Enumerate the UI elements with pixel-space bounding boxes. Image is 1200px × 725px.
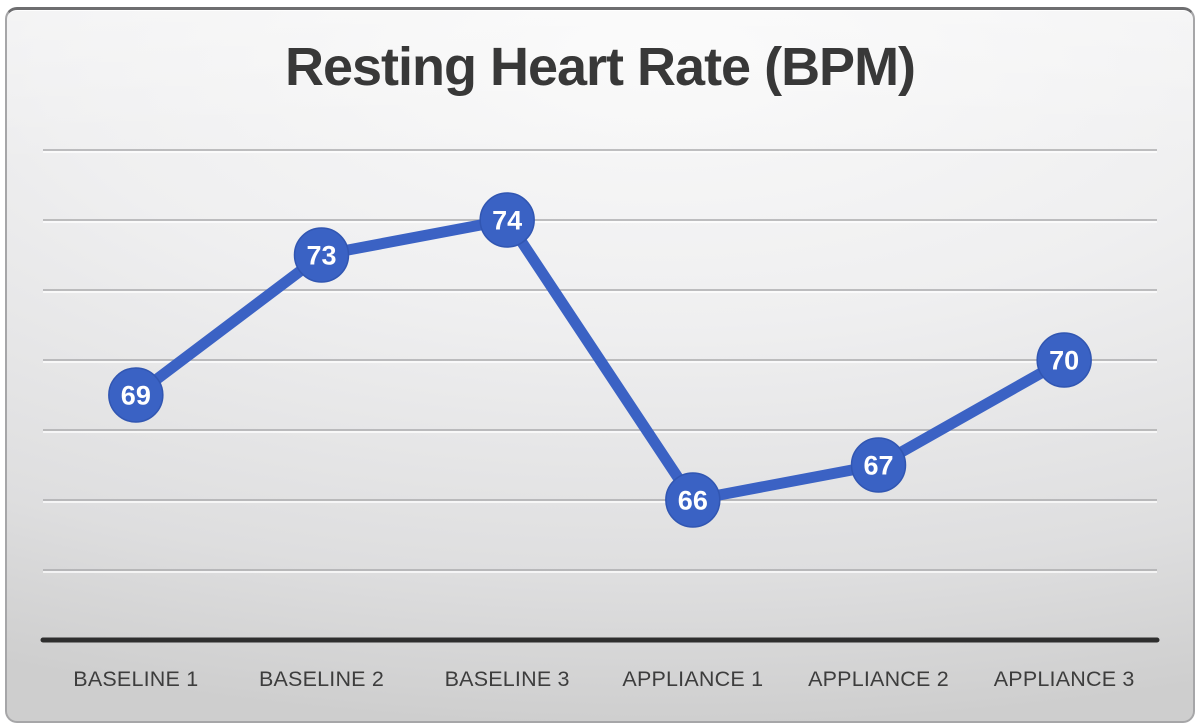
data-point-marker <box>1036 332 1092 388</box>
data-point-marker <box>293 227 350 283</box>
chart-title: Resting Heart Rate (BPM) <box>284 37 916 97</box>
data-point-label: 69 <box>121 381 151 411</box>
series-line <box>130 214 1070 506</box>
data-point-label: 67 <box>863 451 893 481</box>
data-point-label: 70 <box>1049 346 1079 376</box>
data-point-marker <box>108 367 164 423</box>
x-axis-label: APPLIANCE 3 <box>994 667 1135 691</box>
x-axis-label: BASELINE 1 <box>73 667 198 691</box>
data-point-marker <box>665 472 721 528</box>
x-axis-label: BASELINE 2 <box>259 667 384 691</box>
x-axis-label: APPLIANCE 1 <box>622 667 763 691</box>
data-point-label: 73 <box>306 241 336 271</box>
data-point-marker <box>850 437 907 493</box>
x-axis-label: APPLIANCE 2 <box>808 667 949 691</box>
data-point-marker <box>479 192 535 248</box>
data-point-label: 66 <box>678 486 708 516</box>
data-point-label: 74 <box>492 206 522 236</box>
x-axis-label: BASELINE 3 <box>445 667 570 691</box>
